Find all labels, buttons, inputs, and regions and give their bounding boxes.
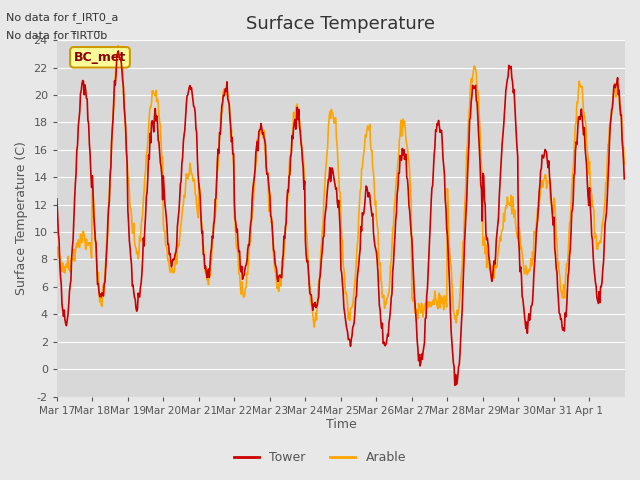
X-axis label: Time: Time (326, 419, 356, 432)
Legend: Tower, Arable: Tower, Arable (229, 446, 411, 469)
Title: Surface Temperature: Surface Temperature (246, 15, 435, 33)
Y-axis label: Surface Temperature (C): Surface Temperature (C) (15, 142, 28, 295)
Text: No data for f̅IRT0̅b: No data for f̅IRT0̅b (6, 31, 108, 41)
Text: BC_met: BC_met (74, 51, 126, 64)
Text: No data for f_IRT0_a: No data for f_IRT0_a (6, 12, 119, 23)
